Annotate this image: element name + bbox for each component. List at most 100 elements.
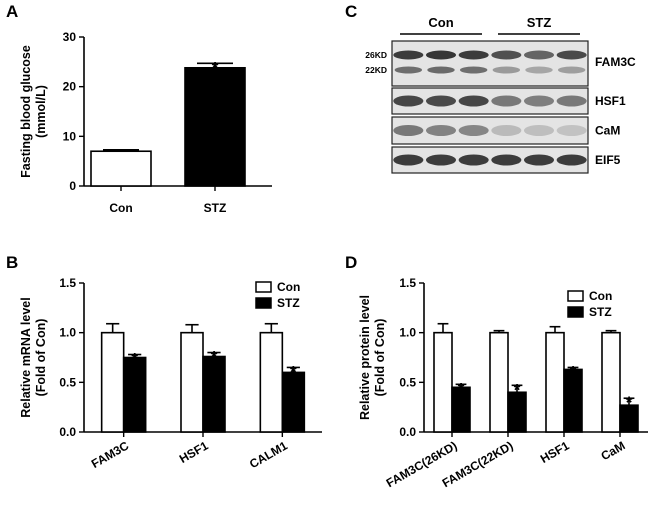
panel-a-chart: 0 10 20 30 Fasting blood glucose (mmol/L) Con *… <box>19 30 272 215</box>
d-y-tick-label: 1.5 <box>399 276 416 290</box>
blot-row-label-hsf1: HSF1 <box>595 94 626 108</box>
b-y-tick-label: 0.5 <box>59 375 76 389</box>
blot-strip-hsf1 <box>391 87 589 115</box>
blot-band <box>393 125 424 136</box>
b-legend-label-con: Con <box>277 280 300 294</box>
d-y-tick-label: 0.5 <box>399 375 416 389</box>
d-x-tick-label: HSF1 <box>538 438 572 466</box>
blot-row-label-eif5: EIF5 <box>595 153 621 167</box>
blot-group-label-con: Con <box>428 15 453 30</box>
blot-marker-22kd: 22KD <box>365 65 387 75</box>
blot-band <box>523 154 555 166</box>
blot-strip-eif5 <box>391 146 589 174</box>
a-significance-star: * <box>212 58 219 77</box>
blot-band <box>523 125 555 136</box>
blot-band <box>458 154 489 166</box>
d-bar-con-cam <box>601 331 621 433</box>
a-x-tick-label: STZ <box>204 201 227 215</box>
b-legend-label-stz: STZ <box>277 296 300 310</box>
panel-d-chart: 0.0 0.5 1.0 1.5 Relative protein level (Fold … <box>358 276 648 490</box>
b-y-tick-label: 0.0 <box>59 425 76 439</box>
b-bar-con-calm1 <box>259 331 284 433</box>
blot-band-lower <box>394 66 423 74</box>
d-bar-con-fam3c22kd <box>489 331 509 433</box>
d-legend-label-con: Con <box>589 289 612 303</box>
blot-band <box>556 95 587 107</box>
b-x-tick-label: HSF1 <box>177 438 211 466</box>
blot-band <box>556 154 587 166</box>
panel-d-letter: D <box>345 253 357 272</box>
blot-band <box>425 95 457 107</box>
blot-strip-fam3c <box>391 40 589 87</box>
d-legend-swatch-stz <box>567 306 584 318</box>
d-y-axis-label: (Fold of Con) <box>373 319 387 397</box>
panel-a-letter: A <box>6 2 18 21</box>
blot-band-lower <box>427 66 455 74</box>
b-y-axis-label: (Fold of Con) <box>34 319 48 397</box>
b-significance-star: * <box>131 350 138 369</box>
blot-row-label-cam: CaM <box>595 124 620 138</box>
panel-b-chart: 0.0 0.5 1.0 1.5 Relative mRNA level (Fold of … <box>19 276 322 471</box>
blot-band <box>491 154 522 166</box>
b-bar-stz-fam3c <box>122 356 147 433</box>
d-y-tick-label: 1.0 <box>399 326 416 340</box>
blot-band-lower <box>459 66 488 74</box>
b-y-axis-label: Relative mRNA level <box>19 297 33 417</box>
b-bar-stz-hsf1 <box>202 355 226 433</box>
blot-band <box>556 125 587 136</box>
blot-group-label-stz: STZ <box>527 15 552 30</box>
blot-band <box>523 50 555 60</box>
blot-band <box>458 95 489 107</box>
blot-band <box>425 125 457 136</box>
d-significance-star: * <box>458 379 465 398</box>
d-significance-star: * <box>570 362 577 381</box>
d-significance-star: * <box>514 380 521 399</box>
blot-row-label-fam3c: FAM3C <box>595 55 636 69</box>
d-y-tick-label: 0.0 <box>399 425 416 439</box>
b-y-tick-label: 1.0 <box>59 326 76 340</box>
panel-c-western-blot: Con STZ FAM3C HSF1 CaM EIF5 26KD 22KD <box>365 15 636 174</box>
d-bar-con-hsf1 <box>545 331 565 433</box>
blot-band-lower <box>492 66 521 74</box>
blot-band <box>458 50 489 60</box>
blot-band <box>523 95 555 107</box>
a-y-axis-label: (mmol/L) <box>34 85 48 138</box>
blot-band <box>491 95 522 107</box>
d-legend-swatch-con <box>567 290 584 302</box>
b-legend-swatch-stz <box>255 297 272 309</box>
d-significance-star: * <box>626 393 633 412</box>
a-y-axis-label: Fasting blood glucose <box>19 45 33 178</box>
blot-band <box>393 50 424 60</box>
a-y-tick-label: 30 <box>63 30 77 44</box>
blot-band <box>491 50 522 60</box>
blot-band <box>556 50 587 60</box>
blot-band <box>393 95 424 107</box>
d-bar-con-fam3c26kd <box>433 331 453 433</box>
a-y-tick-label: 0 <box>69 179 76 193</box>
b-bar-con-hsf1 <box>180 331 204 433</box>
blot-band-lower <box>525 66 553 74</box>
blot-band <box>425 50 457 60</box>
b-x-tick-label: FAM3C <box>89 438 132 471</box>
b-x-tick-label: CALM1 <box>247 438 290 471</box>
d-y-axis-label: Relative protein level <box>358 295 372 420</box>
a-bar-stz-stz <box>184 66 246 187</box>
blot-band <box>491 125 522 136</box>
b-y-tick-label: 1.5 <box>59 276 76 290</box>
b-bar-con-fam3c <box>100 331 125 433</box>
a-bar-con-con <box>90 150 152 187</box>
a-y-tick-label: 10 <box>63 129 77 143</box>
blot-band <box>425 154 457 166</box>
blot-marker-26kd: 26KD <box>365 50 387 60</box>
b-legend-swatch-con <box>255 281 272 293</box>
a-x-tick-label: Con <box>109 201 132 215</box>
b-significance-star: * <box>211 348 218 367</box>
blot-band-lower <box>557 66 586 74</box>
b-significance-star: * <box>290 362 297 381</box>
d-legend-label-stz: STZ <box>589 305 612 319</box>
d-x-tick-label: CaM <box>599 438 628 463</box>
blot-band <box>393 154 424 166</box>
panel-c-letter: C <box>345 2 357 21</box>
panel-b-letter: B <box>6 253 18 272</box>
